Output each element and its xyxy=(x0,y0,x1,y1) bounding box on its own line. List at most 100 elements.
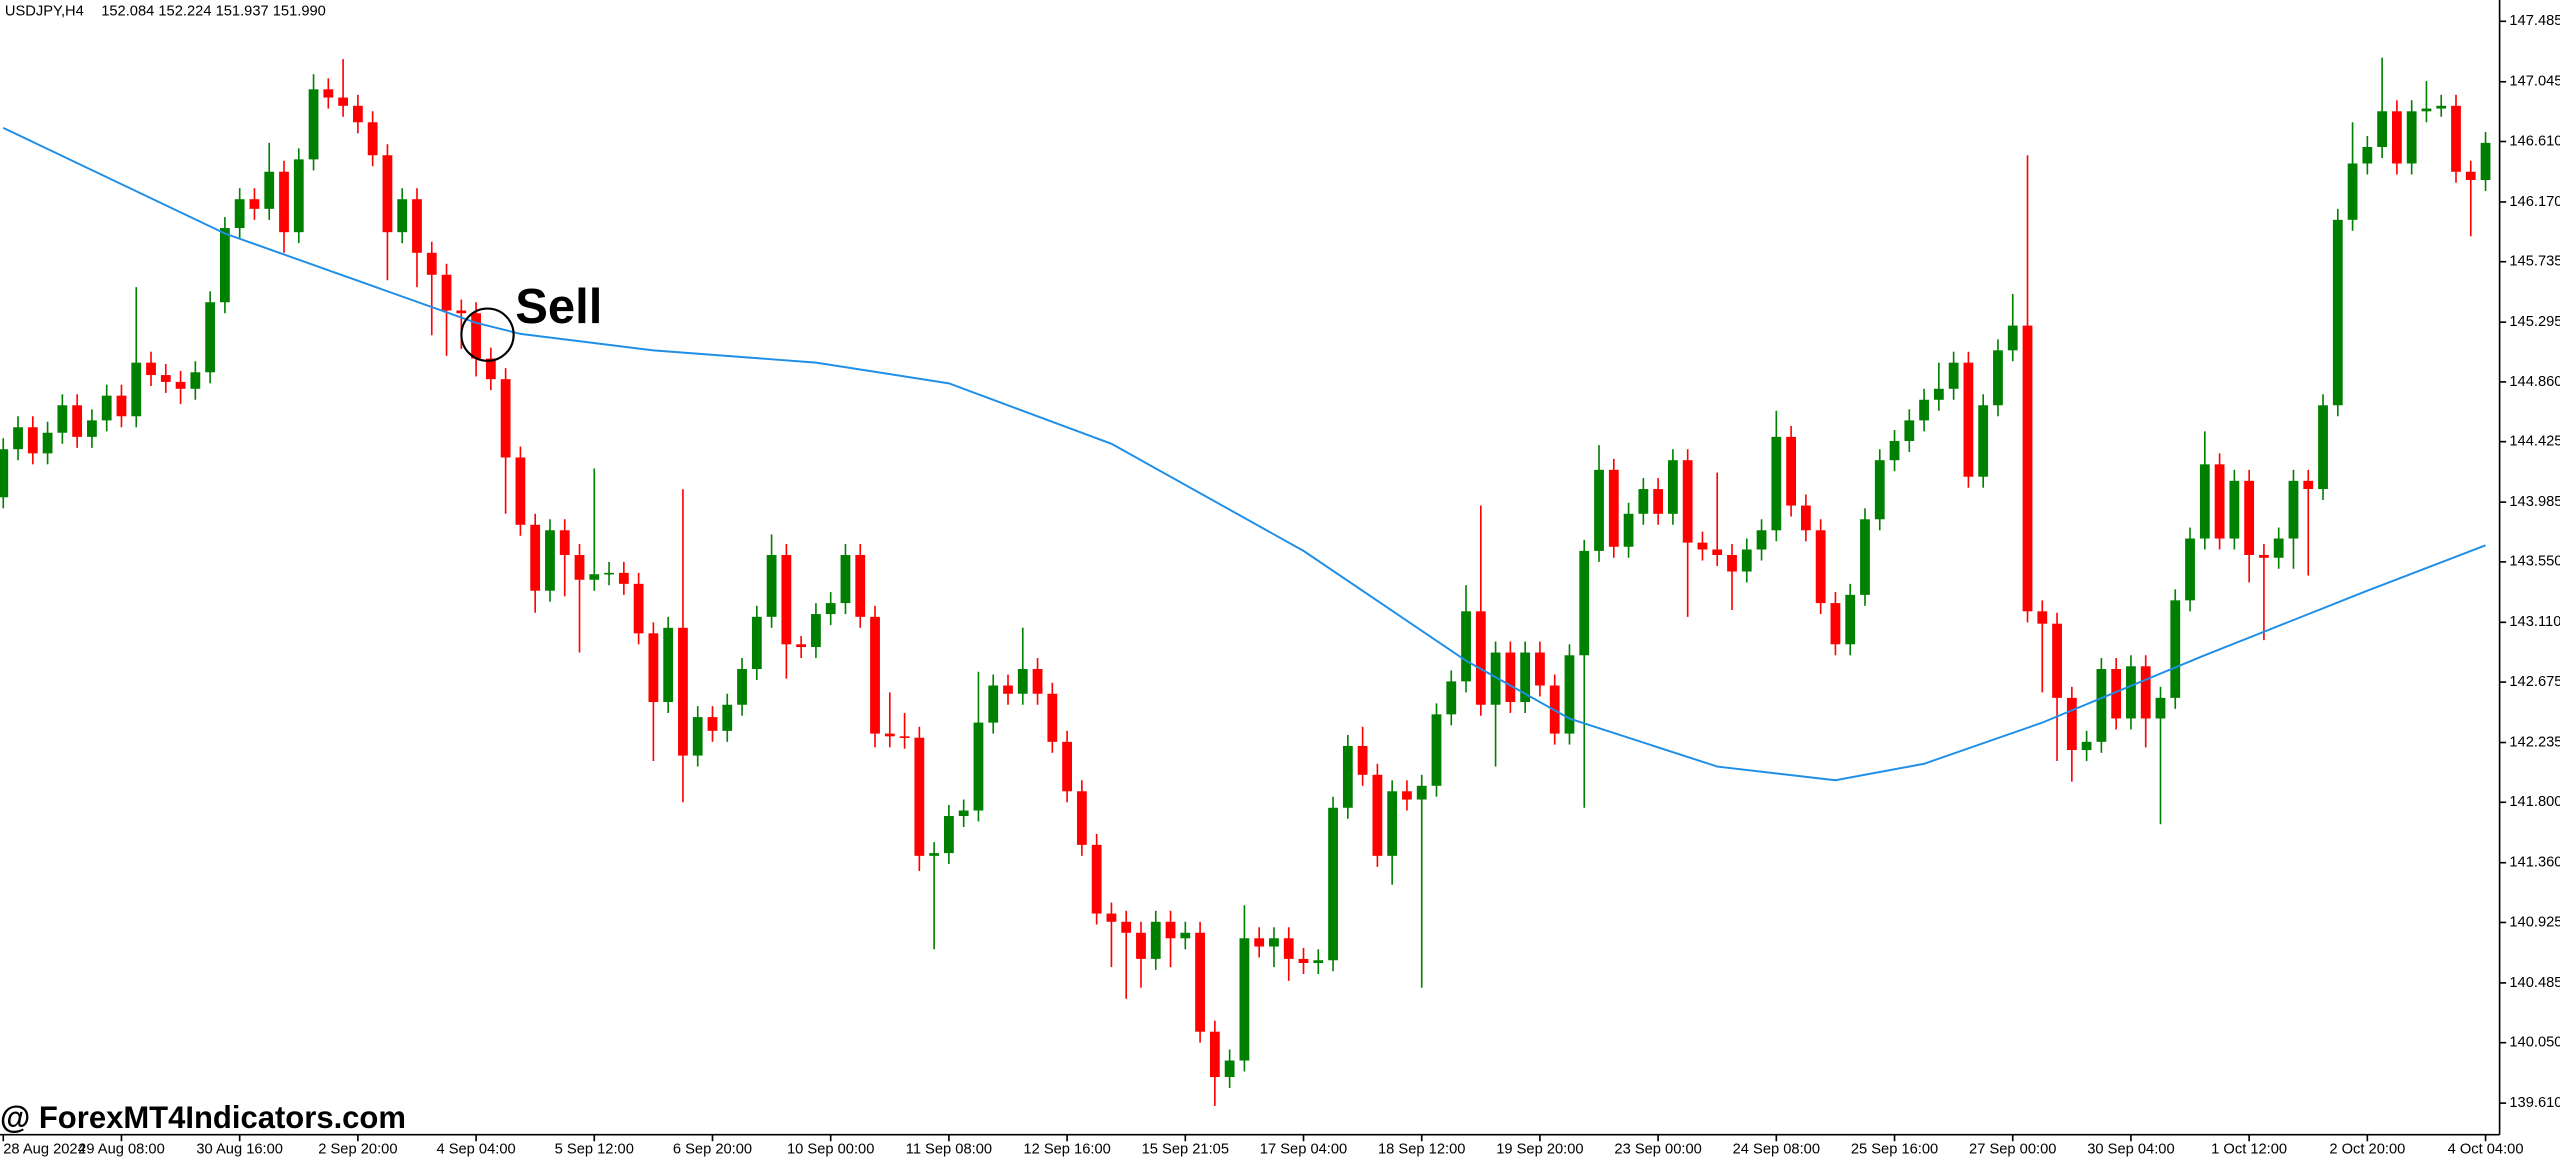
candle-body xyxy=(279,171,289,233)
x-tick-label: 23 Sep 00:00 xyxy=(1614,1141,1701,1157)
candle-body xyxy=(1668,460,1678,514)
y-tick-label: 139.610 xyxy=(2509,1095,2560,1111)
candle-body xyxy=(131,362,142,417)
candle-body xyxy=(0,449,9,498)
x-tick-label: 10 Sep 00:00 xyxy=(787,1141,874,1157)
x-tick-label: 30 Sep 04:00 xyxy=(2087,1141,2174,1157)
candle-body xyxy=(1933,388,1944,400)
y-tick-label: 146.170 xyxy=(2509,194,2560,210)
candle-body xyxy=(2185,538,2195,601)
candle-body xyxy=(1564,655,1575,734)
y-tick-label: 142.235 xyxy=(2509,734,2560,750)
candle-body xyxy=(766,555,777,617)
candle-body xyxy=(2007,325,2018,351)
candle-body xyxy=(2288,480,2299,539)
candle-body xyxy=(1076,791,1087,845)
candle-body xyxy=(1993,350,2003,406)
candle-body xyxy=(1490,652,1501,705)
y-tick-label: 147.485 xyxy=(2509,13,2560,29)
candle-body xyxy=(1771,436,1782,531)
candle-body xyxy=(1150,921,1161,959)
candle-body xyxy=(1919,399,1929,421)
candle-body xyxy=(781,555,792,645)
x-tick-label: 18 Sep 12:00 xyxy=(1378,1141,1465,1157)
candle-body xyxy=(1978,405,1989,477)
candle-body xyxy=(13,427,23,450)
y-tick-label: 143.550 xyxy=(2509,554,2560,570)
candle-body xyxy=(2465,171,2476,180)
x-tick-label: 19 Sep 20:00 xyxy=(1496,1141,1583,1157)
candle-body xyxy=(1357,745,1368,775)
candle-body xyxy=(2436,105,2447,109)
symbol: USDJPY,H4 xyxy=(5,3,84,19)
candle-body xyxy=(2244,480,2255,556)
candle-body xyxy=(737,669,747,705)
candle-body xyxy=(2066,697,2077,751)
candle-body xyxy=(2451,105,2461,172)
candle-body xyxy=(2111,669,2122,719)
candle-body xyxy=(1948,362,1959,389)
candle-body xyxy=(944,816,954,854)
candle-body xyxy=(205,302,216,373)
y-tick-label: 146.610 xyxy=(2509,133,2560,149)
candle-body xyxy=(692,717,703,756)
candle-body xyxy=(811,614,821,648)
x-tick-label: 12 Sep 16:00 xyxy=(1023,1141,1110,1157)
x-tick-label: 24 Sep 08:00 xyxy=(1733,1141,1820,1157)
candle-body xyxy=(27,427,38,454)
candle-body xyxy=(1475,611,1486,705)
candle-body xyxy=(441,274,452,311)
candle-body xyxy=(840,555,851,604)
candle-body xyxy=(2214,464,2225,539)
candle-body xyxy=(1786,436,1797,506)
candle-body xyxy=(1062,741,1072,792)
candle-body xyxy=(1741,549,1752,572)
x-tick-label: 4 Oct 04:00 xyxy=(2448,1141,2524,1157)
candle-body xyxy=(1032,669,1043,694)
candle-body xyxy=(2303,480,2314,490)
y-tick-label: 144.860 xyxy=(2509,374,2560,390)
y-tick-label: 144.425 xyxy=(2509,434,2560,450)
candle-body xyxy=(751,616,762,670)
candle-body xyxy=(1180,932,1191,939)
quote: 152.084 152.224 151.937 151.990 xyxy=(101,3,326,19)
candle-body xyxy=(57,405,68,433)
candle-body xyxy=(2480,142,2491,180)
x-tick-label: 6 Sep 20:00 xyxy=(673,1141,752,1157)
candle-body xyxy=(1860,519,1870,595)
candle-body xyxy=(545,530,555,591)
y-tick-label: 142.675 xyxy=(2509,674,2560,690)
candle-body xyxy=(2126,666,2136,719)
candle-body xyxy=(338,97,348,106)
candle-body xyxy=(1608,469,1619,547)
x-tick-label: 15 Sep 21:05 xyxy=(1142,1141,1229,1157)
y-tick-label: 140.485 xyxy=(2509,975,2560,991)
candle-body xyxy=(101,395,112,421)
candle-body xyxy=(589,574,600,580)
candle-body xyxy=(1815,530,1826,604)
candle-body xyxy=(1269,938,1279,947)
candle-body xyxy=(2347,163,2358,220)
candle-body xyxy=(1017,669,1028,694)
candle-body xyxy=(426,252,437,275)
candle-body xyxy=(1800,505,1811,531)
x-tick-label: 2 Sep 20:00 xyxy=(318,1141,397,1157)
candle-body xyxy=(1416,785,1427,800)
candle-body xyxy=(929,853,940,856)
x-tick-label: 1 Oct 12:00 xyxy=(2211,1141,2287,1157)
candle-body xyxy=(1342,745,1353,808)
x-tick-label: 25 Sep 16:00 xyxy=(1851,1141,1938,1157)
y-tick-label: 141.800 xyxy=(2509,794,2560,810)
candle-body xyxy=(1136,932,1146,959)
candle-body xyxy=(1638,489,1649,514)
candle-body xyxy=(1254,938,1265,947)
candle-body xyxy=(1845,594,1856,645)
candle-body xyxy=(1579,550,1590,656)
candle-body xyxy=(899,736,910,738)
candle-body xyxy=(2052,623,2062,698)
candle-body xyxy=(1209,1031,1220,1078)
candle-body xyxy=(1402,791,1412,800)
candle-body xyxy=(2022,325,2033,612)
candle-body xyxy=(648,633,659,702)
